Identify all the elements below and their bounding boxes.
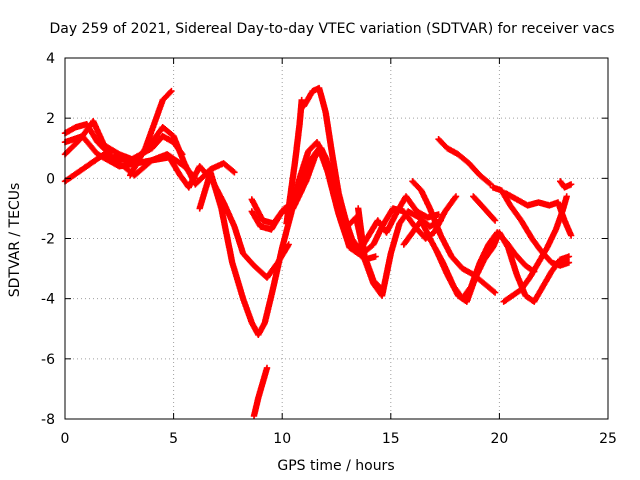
x-tick-label: 15 [382, 431, 400, 447]
y-tick-label: 0 [46, 171, 55, 187]
series-track-21 [557, 178, 575, 191]
series-track-10 [300, 84, 379, 263]
series-markers [250, 364, 271, 420]
series-markers [435, 136, 494, 188]
series-markers [283, 96, 305, 227]
series-track-14 [409, 178, 499, 296]
series-markers [500, 193, 570, 305]
x-axis-label: GPS time / hours [277, 458, 394, 474]
series-markers [127, 87, 175, 179]
series-track-17 [470, 193, 499, 224]
series-markers [300, 84, 379, 263]
grid-lines [65, 58, 608, 419]
series-markers [557, 178, 575, 191]
series-track-7 [248, 145, 442, 257]
series-track-11 [250, 364, 271, 420]
x-tick-label: 25 [599, 431, 617, 447]
chart-title: Day 259 of 2021, Sidereal Day-to-day VTE… [49, 21, 614, 37]
series-track-5 [127, 87, 175, 179]
y-tick-label: 2 [46, 111, 55, 127]
y-tick-label: -8 [41, 412, 55, 428]
y-tick-label: -6 [41, 352, 55, 368]
series-track-9 [283, 96, 305, 227]
series-markers [248, 145, 442, 257]
plot-frame [64, 57, 609, 420]
y-tick-label: -4 [41, 292, 55, 308]
x-tick-label: 20 [490, 431, 508, 447]
series-markers [433, 229, 573, 305]
y-axis-label: SDTVAR / TECUs [7, 183, 23, 298]
axis-ticks: 0 5 10 15 20 25 -8 -6 -4 -2 0 2 4 [41, 51, 617, 447]
series-markers [502, 190, 575, 239]
series-track-20 [500, 193, 570, 305]
x-tick-label: 10 [273, 431, 291, 447]
series-markers [409, 178, 499, 296]
series-track-19 [502, 190, 575, 239]
data-series [61, 84, 575, 420]
x-tick-label: 0 [61, 431, 70, 447]
series-track-15 [433, 229, 573, 305]
y-tick-label: -2 [41, 232, 55, 248]
x-tick-label: 5 [169, 431, 178, 447]
y-tick-label: 4 [46, 51, 55, 67]
series-track-16 [435, 136, 494, 188]
series-markers [470, 193, 499, 224]
